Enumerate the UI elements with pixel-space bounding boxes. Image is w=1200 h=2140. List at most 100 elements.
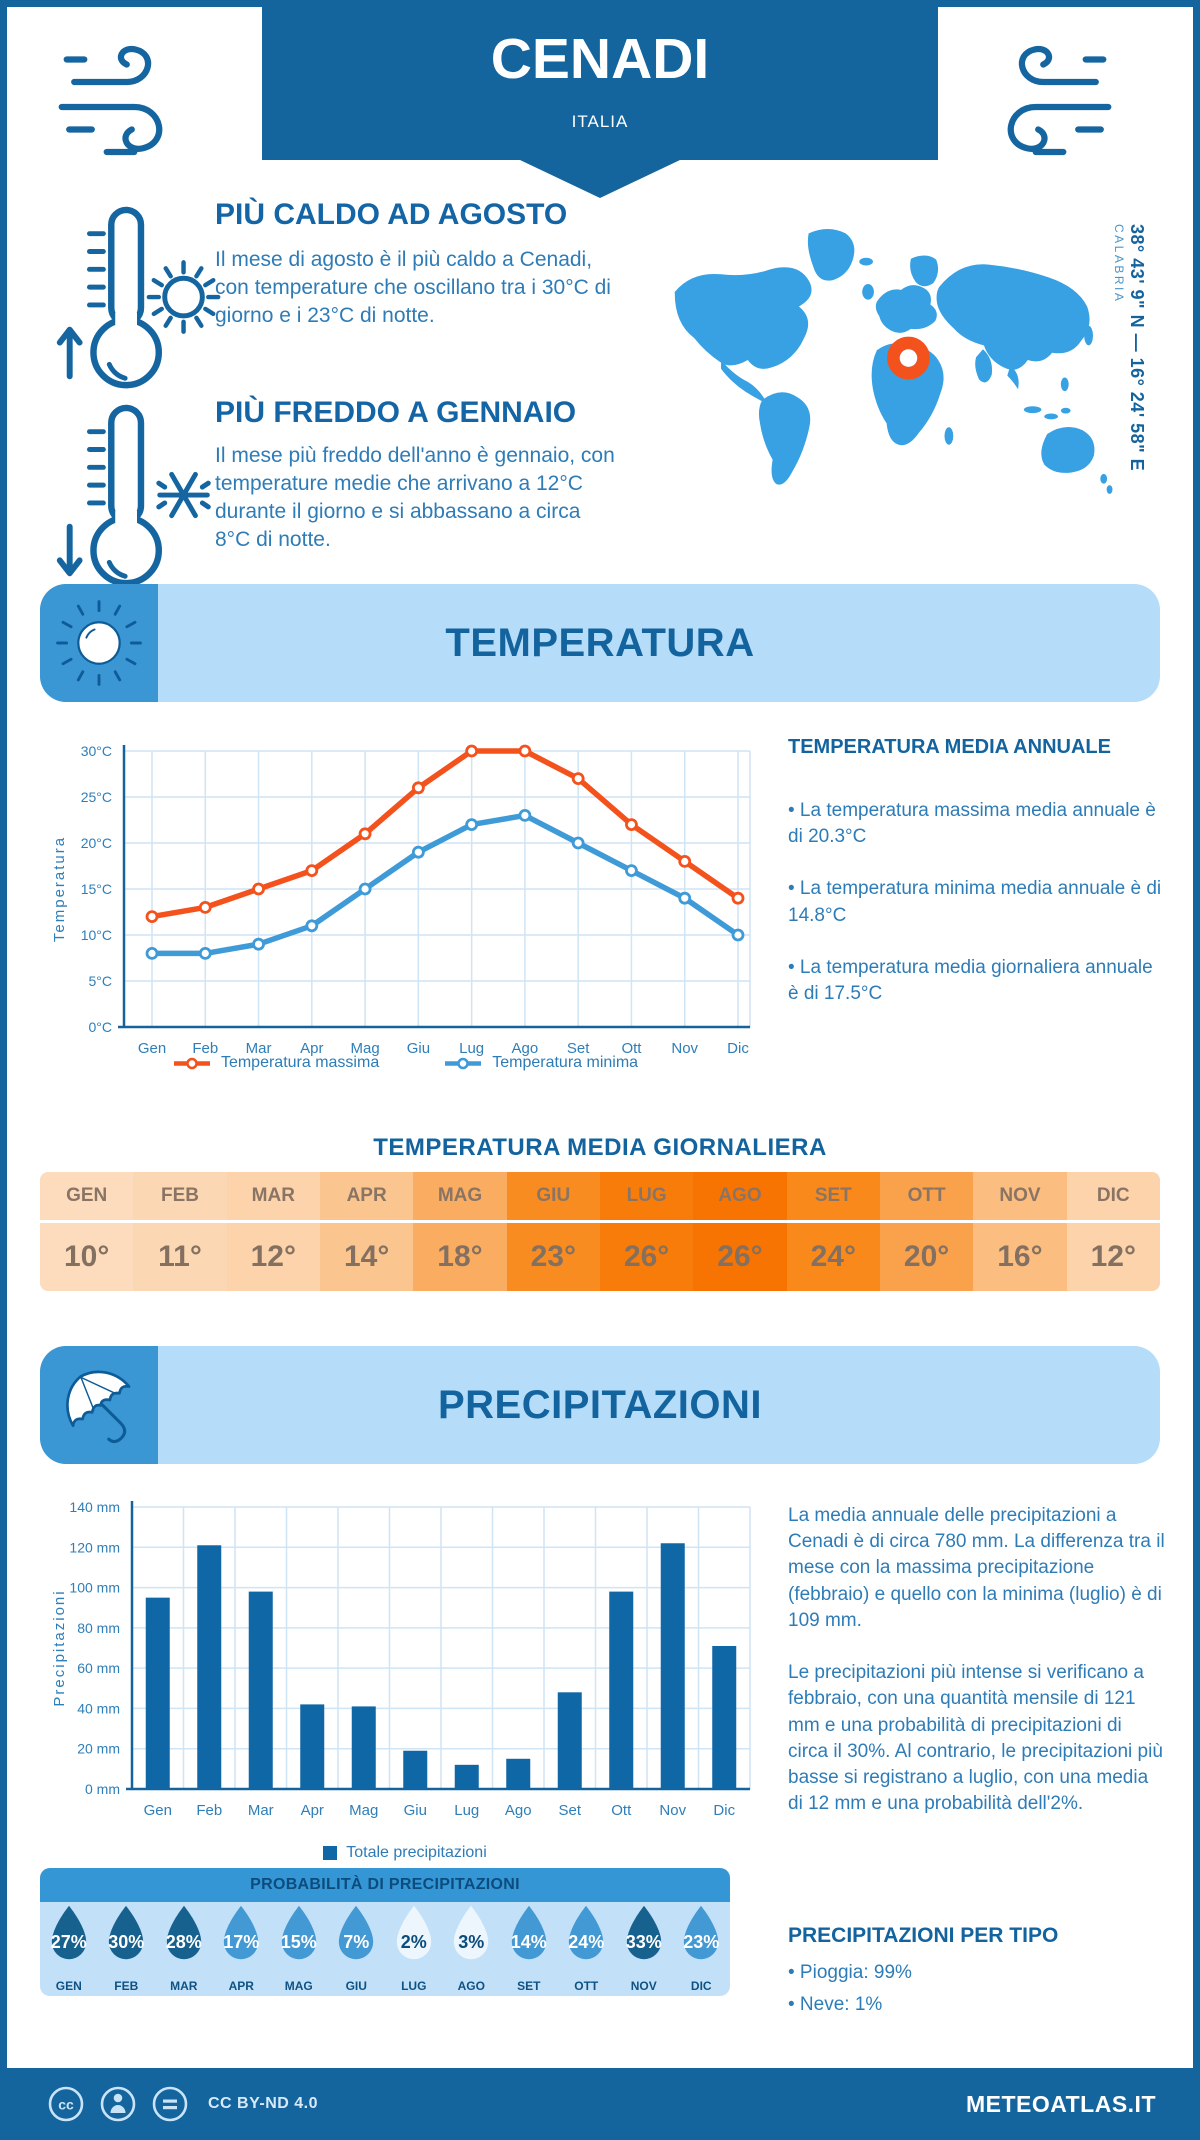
- svg-text:Dic: Dic: [727, 1040, 749, 1057]
- cold-month-text: Il mese più freddo dell'anno è gennaio, …: [215, 444, 615, 552]
- svg-text:Apr: Apr: [300, 1040, 323, 1057]
- page-title: CENADI: [490, 27, 710, 91]
- precipitation-section-title: PRECIPITAZIONI: [437, 1383, 763, 1427]
- svg-text:20°C: 20°C: [81, 835, 112, 851]
- droplet-icon: [569, 1905, 604, 1960]
- cc-icon: cc: [48, 2086, 84, 2122]
- table-month-cell: MAR: [226, 1172, 320, 1223]
- table-value-cell: 20°: [879, 1223, 974, 1291]
- table-column-ott: OTT 20°: [879, 1172, 974, 1291]
- svg-text:Giu: Giu: [407, 1040, 430, 1057]
- droplet-icon: [511, 1905, 546, 1960]
- title-banner: CENADI ITALIA: [262, 0, 938, 198]
- temperature-band-icon-box: [40, 584, 158, 702]
- table-column-apr: APR 14°: [319, 1172, 414, 1291]
- droplet-month-label: LUG: [401, 1979, 427, 1993]
- license-label: CC BY-ND 4.0: [208, 2095, 319, 2112]
- annual-bullet-min: • La temperatura minima media annuale è …: [788, 878, 1162, 926]
- svg-text:Nov: Nov: [671, 1040, 698, 1057]
- precipitation-text: La media annuale delle precipitazioni a …: [788, 1503, 1166, 1843]
- droplet-icon: [109, 1905, 144, 1960]
- table-value-cell: 12°: [226, 1223, 320, 1291]
- legend-item-total: Totale precipitazioni: [323, 1844, 487, 1862]
- svg-text:40 mm: 40 mm: [77, 1700, 120, 1716]
- svg-text:Ago: Ago: [512, 1040, 539, 1057]
- svg-text:Feb: Feb: [196, 1802, 222, 1819]
- svg-text:30°C: 30°C: [81, 743, 112, 759]
- min-line-swatch: [445, 1057, 482, 1069]
- legend-label-total: Totale precipitazioni: [346, 1844, 487, 1861]
- probability-droplet-ago: 3% AGO: [443, 1902, 501, 1996]
- table-column-mag: MAG 18°: [413, 1172, 507, 1291]
- svg-text:Ott: Ott: [621, 1040, 642, 1057]
- probability-droplet-ott: 24% OTT: [558, 1902, 616, 1996]
- droplet-month-label: MAR: [170, 1979, 198, 1993]
- table-column-set: SET 24°: [786, 1172, 880, 1291]
- svg-text:80 mm: 80 mm: [77, 1620, 120, 1636]
- table-month-cell: MAG: [413, 1172, 507, 1223]
- umbrella-icon: [66, 1370, 131, 1444]
- droplet-icon: [396, 1905, 431, 1960]
- svg-text:Temperatura: Temperatura: [51, 836, 68, 942]
- svg-text:0 mm: 0 mm: [85, 1781, 120, 1797]
- probability-droplet-dic: 23% DIC: [673, 1902, 731, 1996]
- temperature-section-band: TEMPERATURA: [40, 584, 1160, 702]
- probability-droplet-set: 14% SET: [500, 1902, 558, 1996]
- probability-droplet-lug: 2% LUG: [385, 1902, 443, 1996]
- bar-swatch: [323, 1846, 338, 1860]
- precipitation-type-rain: • Pioggia: 99%: [788, 1962, 912, 1983]
- cold-month-title: PIÙ FREDDO A GENNAIO: [215, 396, 577, 429]
- svg-text:cc: cc: [58, 2097, 74, 2113]
- svg-text:Apr: Apr: [301, 1802, 324, 1819]
- droplet-percentage: 33%: [625, 1932, 662, 1952]
- table-month-cell: DIC: [1066, 1172, 1160, 1223]
- droplet-percentage: 15%: [280, 1932, 317, 1952]
- svg-text:Mag: Mag: [349, 1802, 378, 1819]
- svg-text:Mar: Mar: [246, 1040, 272, 1057]
- table-value-cell: 14°: [319, 1223, 414, 1291]
- table-column-dic: DIC 12°: [1066, 1172, 1160, 1291]
- droplet-percentage: 2%: [400, 1932, 427, 1952]
- svg-text:Gen: Gen: [144, 1802, 172, 1819]
- droplet-icon: [684, 1905, 719, 1960]
- droplet-month-label: GEN: [55, 1979, 82, 1993]
- max-line-swatch: [173, 1057, 210, 1069]
- droplet-percentage: 17%: [223, 1932, 260, 1952]
- table-column-lug: LUG 26°: [599, 1172, 694, 1291]
- droplet-icon: [454, 1905, 489, 1960]
- table-column-gen: GEN 10°: [40, 1172, 134, 1291]
- svg-text:Mag: Mag: [350, 1040, 379, 1057]
- svg-text:Lug: Lug: [454, 1802, 479, 1819]
- wind-icon: [1007, 45, 1112, 156]
- table-column-giu: GIU 23°: [506, 1172, 600, 1291]
- droplet-percentage: 28%: [165, 1932, 202, 1952]
- coordinates-value: 38° 43' 9" N — 16° 24' 58" E: [1127, 224, 1147, 472]
- svg-text:Gen: Gen: [138, 1040, 166, 1057]
- svg-text:Feb: Feb: [192, 1040, 218, 1057]
- svg-text:Precipitazioni: Precipitazioni: [51, 1589, 68, 1706]
- precipitation-paragraph-1: La media annuale delle precipitazioni a …: [788, 1505, 1165, 1631]
- page-subtitle: ITALIA: [571, 112, 629, 131]
- snowflake-icon: [156, 471, 211, 519]
- probability-droplet-gen: 27% GEN: [40, 1902, 98, 1996]
- droplet-percentage: 14%: [510, 1932, 547, 1952]
- cc-by-person-icon: [100, 2086, 136, 2122]
- table-column-mar: MAR 12°: [226, 1172, 320, 1291]
- probability-droplet-apr: 17% APR: [213, 1902, 271, 1996]
- table-month-cell: OTT: [879, 1172, 974, 1223]
- droplet-icon: [166, 1905, 201, 1960]
- svg-text:Mar: Mar: [248, 1802, 274, 1819]
- legend-label-max: Temperatura massima: [220, 1054, 380, 1071]
- svg-text:Ago: Ago: [505, 1802, 532, 1819]
- svg-text:Ott: Ott: [611, 1802, 632, 1819]
- svg-text:15°C: 15°C: [81, 881, 112, 897]
- table-value-cell: 11°: [133, 1223, 227, 1291]
- table-column-ago: AGO 26°: [693, 1172, 787, 1291]
- coordinates-block: 38° 43' 9" N — 16° 24' 58" E CALABRIA: [1112, 224, 1147, 534]
- temperature-legend: Temperatura massima Temperatura minima: [40, 1054, 770, 1072]
- hot-month-text: Il mese di agosto è il più caldo a Cenad…: [215, 248, 611, 328]
- precipitation-section-band: PRECIPITAZIONI: [40, 1346, 1160, 1464]
- droplet-percentage: 7%: [343, 1932, 370, 1952]
- droplet-percentage: 3%: [458, 1932, 485, 1952]
